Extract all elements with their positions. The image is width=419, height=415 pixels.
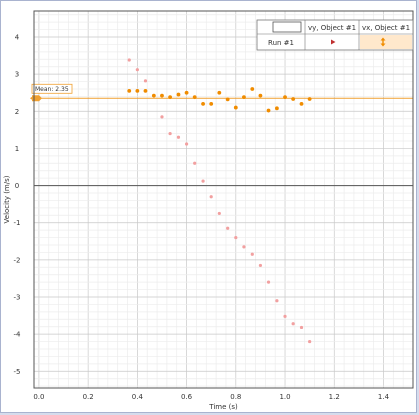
vx-point [291,322,295,326]
legend-corner-box [272,21,302,33]
mean-arrow-icon[interactable] [30,95,42,102]
vy-point [184,90,189,95]
x-tick-label: 1.4 [378,393,390,401]
y-tick-label: -5 [14,368,21,376]
play-marker-icon[interactable] [331,39,336,45]
x-tick-label: 0.6 [181,393,193,401]
mean-indicator[interactable]: Mean: 2.35 [30,83,413,102]
vy-point [143,88,148,93]
x-tick-label: 1.0 [279,393,290,401]
vy-point [258,93,263,98]
series-vy [127,87,312,113]
y-tick-label: -1 [14,219,21,227]
x-tick-labels: 0.0 0.2 0.4 0.6 0.8 1.0 1.2 1.4 [33,393,389,401]
y-tick-label: 3 [15,71,19,79]
y-tick-label: -3 [14,294,21,302]
legend-row-run1[interactable]: Run #1 [268,39,294,47]
down-arrow-icon [380,43,386,47]
vy-point [275,106,279,111]
mean-label: Mean: 2.35 [35,86,69,93]
vy-point [291,97,296,101]
vx-point [217,211,221,216]
vy-point [176,92,181,97]
x-axis-title: Time (s) [208,403,238,411]
vy-point [168,95,172,100]
vx-point [193,161,197,165]
vy-point [151,93,156,98]
y-tick-label: 4 [15,34,20,42]
vx-point [226,226,230,230]
up-down-arrows-icon[interactable] [380,37,386,47]
legend-header-vx[interactable]: vx, Object #1 [362,24,410,32]
vy-point [250,87,255,91]
plot-area[interactable] [34,11,413,388]
y-tick-label: -2 [14,256,21,264]
vy-point [209,101,214,106]
vy-point [283,95,287,100]
vx-point [266,280,271,284]
vx-point [209,195,213,199]
vx-point [201,179,205,183]
y-axis-title: Velocity (m/s) [3,175,11,223]
plot-frame [33,10,414,389]
vx-point [299,325,304,330]
vx-point [258,263,263,268]
x-tick-label: 0.0 [33,393,44,401]
arrow-stem [382,40,384,44]
x-tick-label: 0.2 [83,393,94,401]
vy-point [299,101,304,106]
vx-point [242,245,246,249]
legend-table[interactable]: vy, Object #1 vx, Object #1 Run #1 [256,19,414,51]
legend-header-vy[interactable]: vy, Object #1 [308,24,356,32]
y-tick-label: 0 [15,182,19,190]
vx-point [160,115,164,119]
vx-point [176,135,181,139]
vy-point [135,88,140,93]
vx-point [308,339,312,344]
vy-point [266,108,271,113]
vx-point [234,235,238,240]
x-tick-label: 0.8 [230,393,241,401]
vx-point [275,299,279,303]
legend-cell-vx[interactable] [360,35,412,49]
vy-point [242,95,246,100]
vx-point [184,142,189,146]
vy-point [127,88,132,93]
series-vx [127,58,312,344]
y-tick-label: -4 [14,331,22,339]
vy-point [233,105,238,110]
y-tick-label: 1 [15,145,19,153]
x-tick-label: 0.4 [132,393,144,401]
vy-point [160,93,164,98]
vx-point [283,314,287,318]
vx-point [168,131,172,136]
vy-point [201,101,205,106]
vy-point [217,90,222,95]
vx-point [127,58,131,62]
up-arrow-icon [380,37,386,41]
y-tick-labels: 4 3 2 1 0 -1 -2 -3 -4 -5 [14,34,22,376]
vy-point [192,95,197,100]
vy-point [307,97,312,101]
vx-point [143,79,148,83]
mean-label-box [31,83,73,94]
vx-point [250,252,254,256]
vy-point [225,97,230,102]
y-tick-label: 2 [15,108,19,116]
vx-point [135,68,139,72]
x-tick-label: 1.2 [329,393,340,401]
